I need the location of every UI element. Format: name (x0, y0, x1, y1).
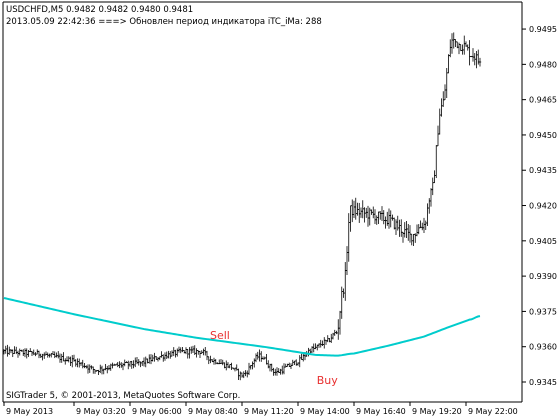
price-tick-label: 0.9450 (529, 131, 557, 140)
signal-sell-label: Sell (210, 329, 230, 342)
price-tick-label: 0.9375 (529, 307, 557, 316)
time-axis[interactable]: 9 May 2013 9 May 03:20 9 May 06:00 9 May 08… (3, 402, 518, 416)
time-tick-label: 9 May 14:00 (300, 407, 350, 416)
price-tick-label: 0.9420 (529, 202, 557, 211)
symbol-info-text: USDCHFD,M5 0.9482 0.9482 0.9480 0.9481 (6, 5, 193, 15)
candle-bar (478, 57, 482, 67)
time-tick-label: 9 May 16:40 (356, 407, 406, 416)
price-tick-label: 0.9360 (529, 343, 557, 352)
price-tick-label: 0.9405 (529, 237, 557, 246)
price-tick-label: 0.9345 (529, 378, 557, 387)
price-tick-label: 0.9465 (529, 96, 557, 105)
copyright-text: SIGTrader 5, © 2001-2013, MetaQuotes Sof… (6, 391, 240, 401)
candles-layer (2, 32, 482, 381)
price-tick-label: 0.9480 (529, 60, 557, 69)
time-tick-label: 9 May 11:20 (244, 407, 294, 416)
signal-buy-label: Buy (317, 374, 339, 387)
price-axis[interactable]: 0.9495 0.9480 0.9465 0.9450 0.9435 0.9420 0.94… (522, 25, 557, 387)
moving-average-line (3, 297, 481, 357)
time-tick-label: 9 May 03:20 (76, 407, 126, 416)
time-tick-label: 9 May 2013 (6, 407, 53, 416)
time-tick-label: 9 May 19:20 (412, 407, 462, 416)
price-tick-label: 0.9435 (529, 166, 557, 175)
time-tick-label: 9 May 22:00 (468, 407, 518, 416)
moving-average-layer (3, 297, 481, 357)
price-tick-label: 0.9495 (529, 25, 557, 34)
time-tick-label: 9 May 06:00 (132, 407, 182, 416)
time-tick-label: 9 May 08:40 (188, 407, 238, 416)
indicator-status-text: 2013.05.09 22:42:36 ===> Обновлен период… (6, 17, 322, 27)
price-tick-label: 0.9390 (529, 272, 557, 281)
signals-layer: Sell Buy (210, 329, 338, 387)
